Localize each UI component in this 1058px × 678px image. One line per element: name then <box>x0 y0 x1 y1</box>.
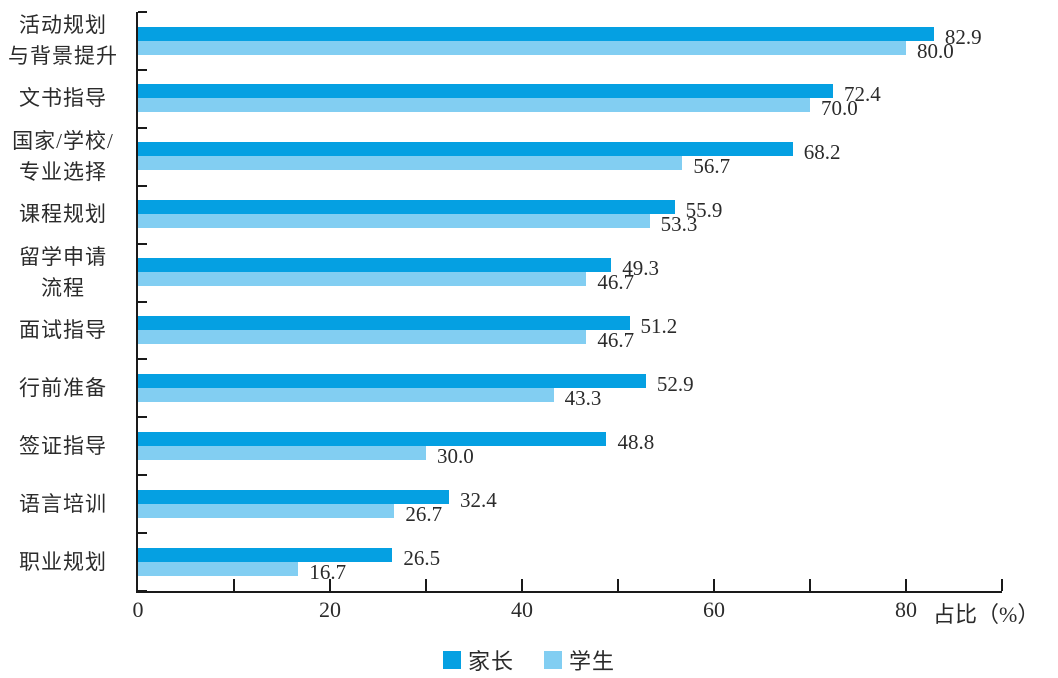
x-axis-tick <box>521 579 523 591</box>
student-bar <box>138 272 587 287</box>
x-axis-tick <box>809 579 811 591</box>
x-axis-title: 占比（%） <box>933 602 1040 627</box>
parent-bar <box>138 26 934 41</box>
y-axis-tick <box>138 242 147 245</box>
category-label: 活动规划 与背景提升 <box>8 12 118 68</box>
parent-bar <box>138 431 607 446</box>
legend-label-students: 学生 <box>569 649 616 674</box>
student-bar <box>138 387 554 402</box>
parent-value-label: 52.9 <box>656 371 694 396</box>
y-axis-tick <box>138 590 147 592</box>
x-axis-tick <box>425 579 427 591</box>
y-axis-tick <box>138 11 147 13</box>
category-label: 国家/学校/专业选择 <box>12 128 114 184</box>
parent-bar <box>138 316 630 330</box>
x-axis-tick <box>617 579 619 591</box>
parent-bar <box>138 258 612 273</box>
x-axis-tick <box>905 579 907 591</box>
x-tick-label: 40 <box>511 597 533 622</box>
student-bar <box>138 330 587 344</box>
x-tick-label: 0 <box>132 597 144 622</box>
y-axis-tick <box>138 358 147 361</box>
category-label: 签证指导 <box>19 433 107 458</box>
student-value-label: 43.3 <box>564 385 602 410</box>
student-bar <box>138 445 426 460</box>
student-bar <box>138 503 395 518</box>
parent-bar <box>138 200 675 215</box>
parent-value-label: 55.9 <box>685 198 723 223</box>
student-value-label: 80.0 <box>917 38 954 63</box>
parent-value-label: 82.9 <box>944 24 982 49</box>
student-bar <box>138 214 650 229</box>
parent-value-label: 68.2 <box>803 140 841 165</box>
y-axis-tick <box>138 532 147 535</box>
category-label: 行前准备 <box>19 375 107 400</box>
category-label: 语言培训 <box>19 491 107 516</box>
y-axis <box>136 12 138 593</box>
parent-value-label: 72.4 <box>844 82 881 107</box>
y-axis-tick <box>138 126 147 129</box>
y-axis-tick <box>138 416 147 419</box>
student-value-label: 53.3 <box>660 212 698 237</box>
parent-value-label: 49.3 <box>622 256 660 281</box>
x-axis-tick <box>233 579 235 591</box>
legend-swatch-students <box>544 651 562 669</box>
student-value-label: 26.7 <box>405 501 443 526</box>
x-axis-tick <box>1001 579 1003 591</box>
parent-bar <box>138 84 834 99</box>
category-label: 面试指导 <box>19 317 107 342</box>
student-bar <box>138 561 299 576</box>
student-value-label: 30.0 <box>437 443 474 468</box>
category-label: 文书指导 <box>19 86 107 111</box>
student-value-label: 70.0 <box>821 96 858 121</box>
category-label: 课程规划 <box>19 202 107 227</box>
y-axis-tick <box>138 474 147 477</box>
student-value-label: 16.7 <box>309 559 347 584</box>
legend-item-parents: 家长 <box>442 644 514 676</box>
student-value-label: 56.7 <box>693 154 731 179</box>
y-axis-tick <box>138 68 147 71</box>
parent-bar <box>138 373 646 388</box>
category-label: 留学申请 流程 <box>19 244 107 300</box>
legend-label-parents: 家长 <box>467 649 514 674</box>
legend-item-students: 学生 <box>544 644 615 676</box>
student-value-label: 46.7 <box>597 270 635 295</box>
x-axis-tick <box>329 579 331 591</box>
legend-swatch-parents <box>442 651 461 669</box>
student-value-label: 46.7 <box>597 328 635 352</box>
x-axis-tick <box>713 579 715 591</box>
x-tick-label: 20 <box>319 597 341 622</box>
category-label: 职业规划 <box>19 549 107 574</box>
parent-value-label: 48.8 <box>617 429 655 454</box>
x-tick-label: 60 <box>703 597 725 622</box>
parent-bar <box>138 142 793 157</box>
y-axis-tick <box>138 300 147 303</box>
parent-value-label: 51.2 <box>640 314 678 338</box>
student-bar <box>138 98 810 113</box>
student-bar <box>138 156 683 171</box>
parent-bar <box>138 489 450 504</box>
x-tick-label: 80 <box>895 597 917 622</box>
parent-bar <box>138 547 393 562</box>
parent-value-label: 26.5 <box>403 545 441 570</box>
student-bar <box>138 40 906 55</box>
y-axis-tick <box>138 184 147 187</box>
x-axis <box>136 591 1002 593</box>
parent-value-label: 32.4 <box>460 487 497 512</box>
legend: 家长 学生 <box>0 644 1058 676</box>
